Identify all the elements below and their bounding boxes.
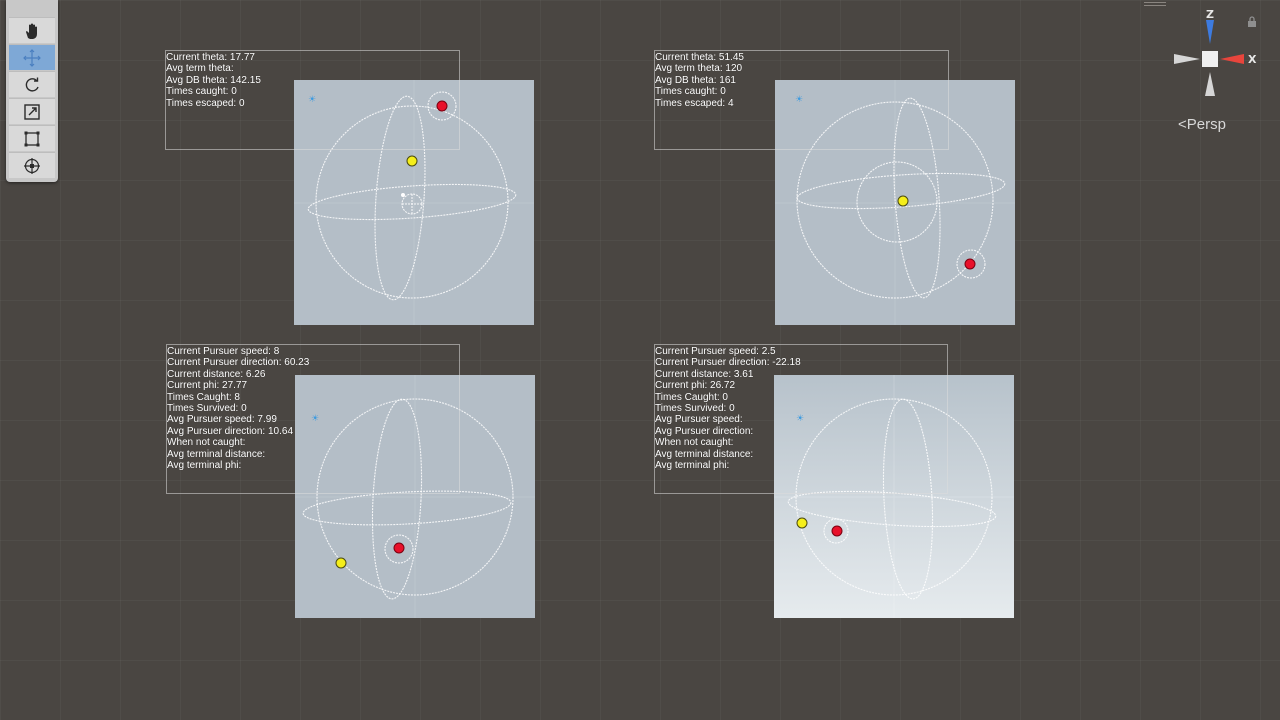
viewport-top-left[interactable]: ☀ — [294, 80, 534, 325]
light-icon: ☀ — [795, 95, 803, 105]
sphere-outline — [316, 398, 514, 596]
stat-line: Avg terminal distance: — [655, 448, 754, 460]
orientation-gizmo[interactable]: Z X — [1160, 0, 1270, 110]
center-marker — [401, 193, 405, 197]
sphere-outline — [796, 101, 994, 299]
stat-line: Times caught: 0 — [166, 86, 237, 98]
stat-line: Current Pursuer speed: 8 — [167, 346, 280, 357]
sphere-equator-ring — [796, 172, 1006, 210]
neg-x-axis-cone[interactable] — [1174, 54, 1200, 64]
projection-toggle[interactable]: <Persp — [1178, 116, 1226, 133]
stat-line: Current theta: 17.77 — [166, 52, 255, 63]
stat-line: Current distance: 3.61 — [655, 368, 754, 380]
pursuer-ball[interactable] — [964, 258, 976, 270]
stat-line: Current theta: 51.45 — [655, 52, 744, 63]
stat-line: Times escaped: 4 — [655, 97, 734, 109]
stat-line: Times Caught: 0 — [655, 391, 728, 403]
stat-line: Times caught: 0 — [655, 86, 726, 98]
stat-line: Avg Pursuer direction: — [655, 425, 754, 437]
stat-line: Avg term theta: — [166, 63, 234, 75]
sphere-meridian-ring — [882, 398, 934, 600]
stat-line: When not caught: — [167, 437, 246, 449]
projection-label: Persp — [1186, 116, 1226, 133]
gizmo-center-cube[interactable] — [1202, 51, 1218, 67]
stat-line: Current phi: 27.77 — [167, 380, 248, 392]
pursuer-ring — [956, 249, 986, 279]
evader-ball[interactable] — [897, 195, 909, 207]
stat-line: Times Caught: 8 — [167, 391, 240, 403]
stats-panel-top-right: Current theta: 51.45 Avg term theta: 120… — [654, 50, 949, 150]
rotate-icon — [25, 77, 39, 92]
scale-tool-button[interactable] — [9, 98, 55, 124]
hand-icon — [26, 23, 37, 39]
evader-ball[interactable] — [406, 155, 418, 167]
stat-line: Times Survived: 0 — [655, 403, 735, 415]
pursuer-ball[interactable] — [831, 525, 843, 537]
evader-ball[interactable] — [335, 557, 347, 569]
sphere-meridian-ring — [893, 97, 941, 299]
stat-line: Current phi: 26.72 — [655, 380, 736, 392]
sphere-outline — [795, 398, 993, 596]
sphere-equator-ring — [302, 490, 512, 526]
sphere-equator-ring — [307, 183, 517, 221]
scene-top-left: ☀ — [294, 80, 534, 325]
stats-panel-bottom-right: Current Pursuer speed: 2.5 Current Pursu… — [654, 344, 948, 494]
light-icon: ☀ — [311, 414, 319, 424]
viewport-top-right[interactable]: ☀ — [775, 80, 1015, 325]
scale-icon — [24, 103, 40, 120]
stat-line: When not caught: — [655, 437, 734, 449]
pursuer-ball[interactable] — [393, 542, 405, 554]
z-axis-label: Z — [1206, 8, 1214, 21]
transform-tool-button[interactable] — [9, 152, 55, 178]
inner-sphere — [856, 161, 938, 243]
move-tool-button[interactable] — [9, 44, 55, 70]
lock-icon[interactable] — [1247, 12, 1257, 27]
scene-bottom-left: ☀ — [295, 375, 535, 618]
light-icon: ☀ — [308, 95, 316, 105]
pursuer-ring — [823, 518, 849, 544]
stat-line: Avg Pursuer speed: — [655, 414, 743, 426]
stat-line: Avg terminal phi: — [167, 460, 242, 472]
stat-line: Current Pursuer speed: 2.5 — [655, 346, 776, 357]
rect-icon — [24, 131, 40, 146]
stat-line: Avg DB theta: 142.15 — [166, 74, 261, 86]
transform-icon — [24, 157, 40, 174]
stat-line: Current distance: 6.26 — [167, 368, 266, 380]
stat-line: Avg terminal distance: — [167, 448, 266, 460]
stat-line: Avg term theta: 120 — [655, 63, 743, 75]
viewport-bottom-left[interactable]: ☀ — [295, 375, 535, 618]
move-icon — [23, 48, 41, 67]
hand-tool-button[interactable] — [9, 17, 55, 43]
stat-line: Avg Pursuer speed: 7.99 — [167, 414, 277, 426]
gizmo-menu-icon[interactable] — [1144, 0, 1166, 8]
pursuer-ball[interactable] — [436, 100, 448, 112]
stats-panel-top-left: Current theta: 17.77 Avg term theta: Avg… — [165, 50, 460, 150]
x-axis-label: X — [1248, 53, 1257, 66]
stats-panel-bottom-left: Current Pursuer speed: 8 Current Pursuer… — [166, 344, 460, 494]
pursuer-ring — [384, 534, 414, 564]
sphere-meridian-ring — [371, 398, 423, 600]
scene-top-strip — [0, 0, 1280, 12]
scene-top-right: ☀ — [775, 80, 1015, 325]
x-axis-cone[interactable] — [1220, 54, 1244, 64]
tools-toolbar — [6, 0, 58, 182]
stat-line: Avg terminal phi: — [655, 460, 730, 472]
pursuer-ring — [427, 91, 457, 121]
stat-line: Avg Pursuer direction: 10.64 — [167, 425, 294, 437]
rotate-tool-button[interactable] — [9, 71, 55, 97]
neg-z-axis-cone[interactable] — [1205, 72, 1215, 96]
light-icon: ☀ — [796, 414, 804, 424]
stat-line: Current Pursuer direction: 60.23 — [167, 357, 310, 369]
persp-chevron-icon: < — [1178, 116, 1187, 133]
rect-tool-button[interactable] — [9, 125, 55, 151]
z-axis-cone[interactable] — [1206, 20, 1214, 44]
stat-line: Times Survived: 0 — [167, 403, 247, 415]
stat-line: Avg DB theta: 161 — [655, 74, 736, 86]
viewport-bottom-right[interactable]: ☀ — [774, 375, 1014, 618]
evader-ball[interactable] — [796, 517, 808, 529]
stat-line: Times escaped: 0 — [166, 97, 245, 109]
stat-line: Current Pursuer direction: -22.18 — [655, 357, 801, 369]
